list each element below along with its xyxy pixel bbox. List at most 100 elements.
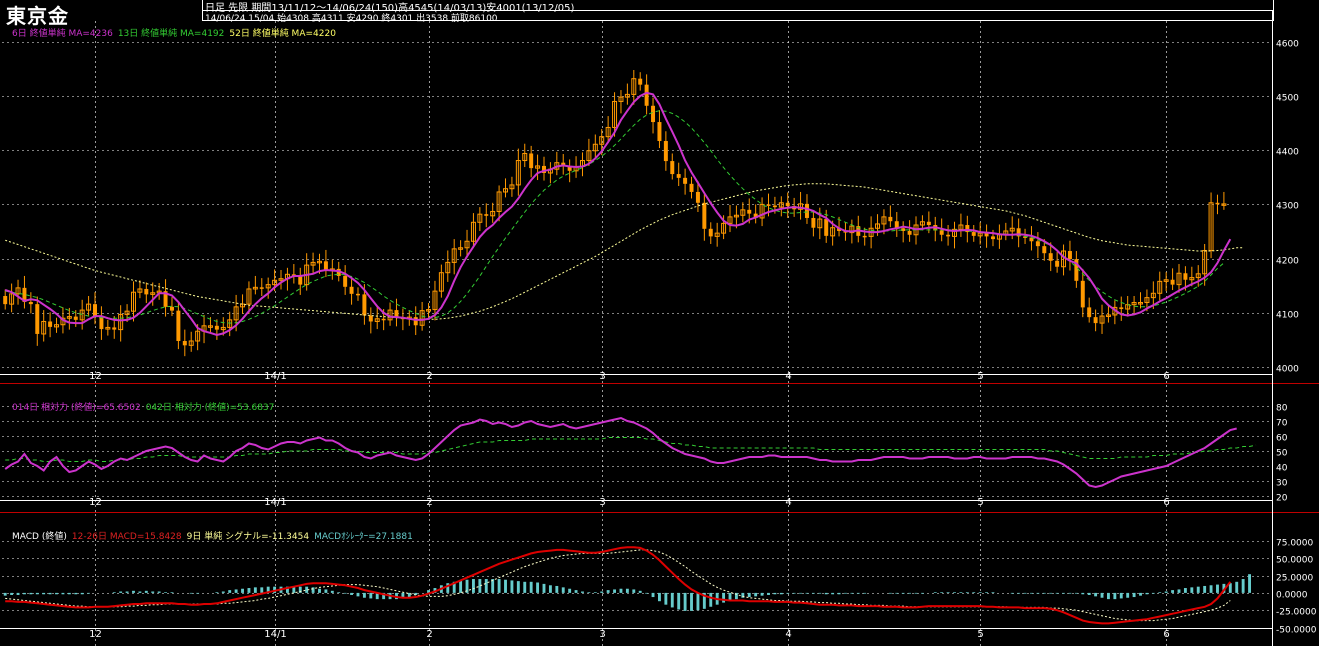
candle-body-down [708,228,713,237]
candle-body-up [817,218,823,229]
x-tick-label: 5 [977,371,983,382]
candle-body-down [1016,228,1021,237]
ma13-line [5,110,1225,324]
candle-body-up [118,313,124,331]
candle-body-up [721,222,727,234]
candle-body-down [1067,251,1072,260]
candle-body-down [651,105,656,123]
candle-body-up [432,290,438,311]
candle-body-down [926,221,931,226]
candle-body-down [298,275,303,285]
candle-body-down [413,317,418,326]
candle-body-down [1087,307,1092,318]
candle-body-up [490,210,496,217]
x-tick-label: 12 [89,629,102,640]
x-tick-label: 4 [785,629,791,640]
price-y-tick-label: 4500 [1276,94,1299,104]
candle-body-down [1183,273,1188,280]
candle-body-up [470,221,476,242]
price-legend-item: 52日 終値単純 MA=4220 [229,27,336,39]
candle-body-up [1099,315,1105,324]
price-y-tick-label: 4300 [1276,202,1299,212]
candle-body-up [131,291,136,312]
candle-body-down [73,316,78,320]
candle-body-up [714,232,720,237]
candle-body-up [977,232,983,237]
candle-body-up [881,216,887,225]
ma52-line [5,183,1244,320]
candle-body-up [1189,277,1195,281]
candle-body-down [368,315,373,322]
macd-legend-item: MACDｵｼﾚｰﾀｰ=27.1881 [314,531,413,542]
candle-body-up [124,310,130,315]
candle-body-up [919,221,925,226]
x-tick-label: 4 [785,371,791,382]
candle-body-down [753,213,758,218]
candle-body-up [246,288,252,305]
candle-body-up [1195,273,1201,279]
macd-legend-item: 12-26日 MACD=15.8428 [72,531,182,542]
x-tick-label: 4 [785,497,791,508]
macd-y-tick-label: 25.0000 [1276,574,1313,584]
candle-body-down [163,291,168,307]
x-tick-label: 14/1 [264,371,286,382]
candle-body-down [3,296,8,305]
candle-body-down [862,235,867,238]
x-tick-label: 3 [599,371,605,382]
candle-body-down [99,316,104,330]
rsi-y-tick-label: 70 [1276,419,1288,429]
candle-body-up [317,260,322,264]
candle-body-down [676,174,681,178]
candle-body-down [48,321,53,327]
candle-body-up [426,309,432,312]
candle-body-up [150,292,156,295]
x-tick-label: 2 [426,371,432,382]
candle-body-up [265,284,271,289]
candle-body-down [561,162,566,166]
candle-body-down [683,177,688,184]
info-line-quote: 14/06/24 15/04 始4308 高4311 安4290 終4301 出… [205,14,498,24]
x-tick-label: 12 [89,497,102,508]
candle-body-up [624,93,630,98]
candle-body-up [522,152,528,162]
candle-body-down [1035,241,1040,247]
ma6-line [4,91,1232,337]
candle-body-down [1042,246,1047,254]
x-tick-label: 3 [599,629,605,640]
candle-body-up [515,160,521,186]
candle-body-up [477,213,483,223]
rsi-y-tick-label: 80 [1276,404,1288,414]
candle-body-up [830,227,836,237]
candle-body-up [1144,297,1150,304]
candle-body-down [93,304,97,317]
candle-body-up [1105,314,1111,317]
candle-body-down [567,165,572,171]
candle-body-down [355,293,360,296]
candle-body-down [766,204,771,206]
candle-body-up [1131,302,1137,306]
candle-body-down [644,84,649,106]
price-y-tick-label: 4200 [1276,257,1299,267]
x-tick-label: 2 [426,497,432,508]
candle-body-up [605,126,611,138]
candle-body-up [958,224,964,230]
candle-body-up [592,143,598,152]
candle-body-down [362,294,367,316]
candle-body-down [1048,253,1053,261]
candle-body-down [638,78,643,85]
candle-body-down [112,327,117,330]
rsi-y-tick-label: 20 [1276,494,1288,504]
candle-body-down [1093,317,1098,324]
candle-body-down [747,209,752,214]
signal-line [5,549,1231,622]
candle-body-down [176,310,181,341]
candle-body-up [220,326,226,331]
candle-body-up [612,100,618,128]
candle-body-up [778,202,784,208]
candle-body-down [663,141,668,162]
candle-body-up [733,214,739,218]
candle-body-down [772,205,777,208]
candle-body-up [445,261,451,274]
rsi-y-tick-label: 30 [1276,479,1288,489]
price-legend-item: 6日 終値単純 MA=4236 [12,27,113,39]
